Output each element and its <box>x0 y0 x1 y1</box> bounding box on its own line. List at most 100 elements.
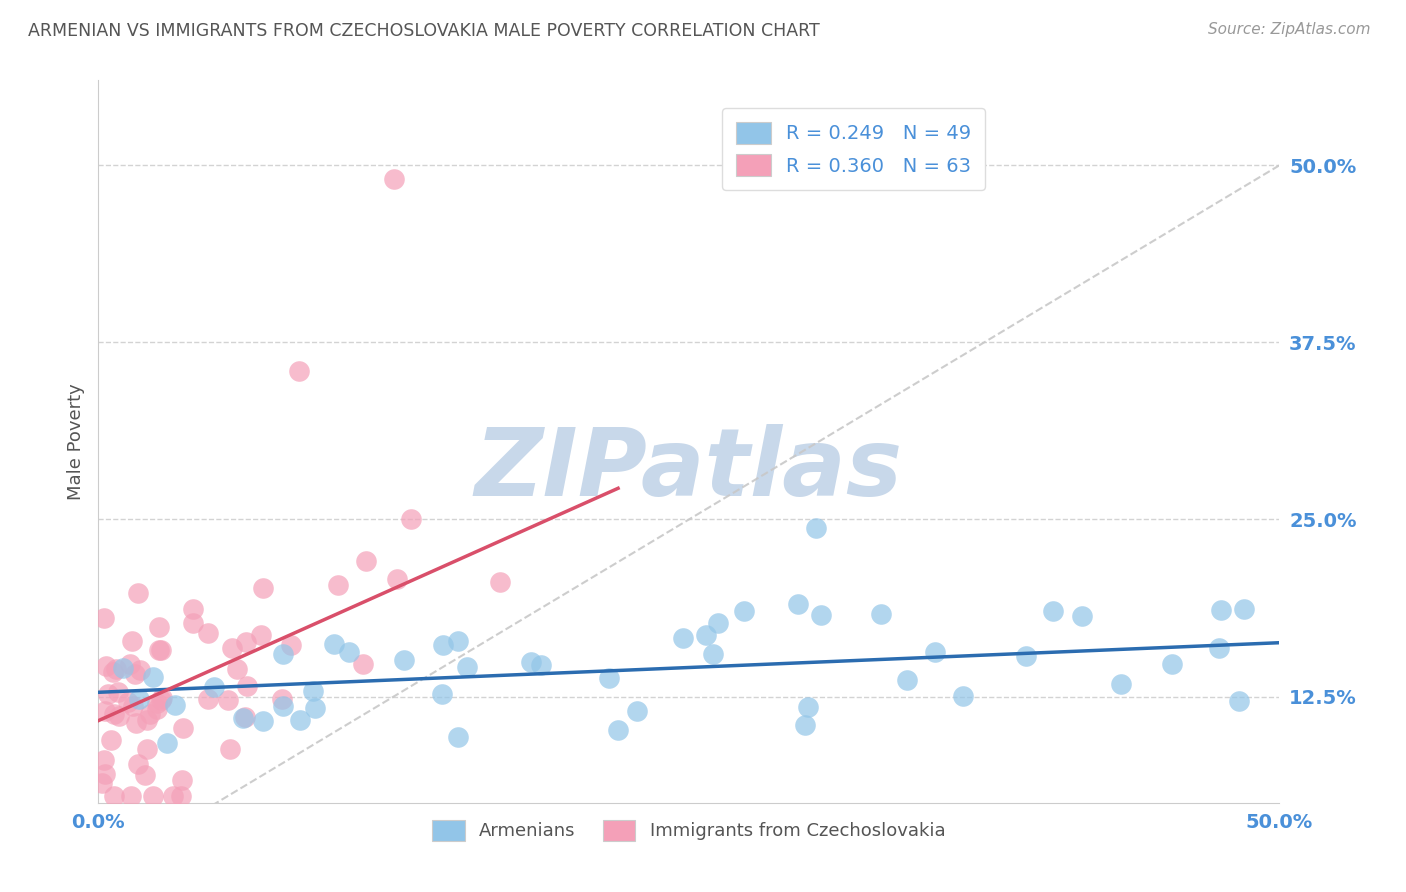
Point <box>304 701 326 715</box>
Point <box>94 659 117 673</box>
Point <box>456 659 478 673</box>
Point <box>181 602 204 616</box>
Point <box>172 721 194 735</box>
Point <box>146 696 169 710</box>
Point <box>134 768 156 782</box>
Point <box>232 710 254 724</box>
Point <box>488 574 510 589</box>
Point <box>626 704 648 718</box>
Point <box>150 692 173 706</box>
Point <box>120 789 142 803</box>
Point <box>432 687 454 701</box>
Point <box>1070 608 1092 623</box>
Point <box>323 637 346 651</box>
Point <box>447 634 470 648</box>
Point <box>97 687 120 701</box>
Point <box>94 704 117 718</box>
Point <box>382 172 405 186</box>
Point <box>271 698 294 713</box>
Text: ARMENIAN VS IMMIGRANTS FROM CZECHOSLOVAKIA MALE POVERTY CORRELATION CHART: ARMENIAN VS IMMIGRANTS FROM CZECHOSLOVAK… <box>28 22 820 40</box>
Point <box>91 776 114 790</box>
Point <box>787 597 810 611</box>
Point <box>252 582 274 596</box>
Point <box>148 620 170 634</box>
Point <box>108 709 131 723</box>
Point <box>139 706 162 721</box>
Point <box>1211 603 1233 617</box>
Point <box>924 645 946 659</box>
Point <box>288 364 311 378</box>
Point <box>810 608 832 623</box>
Point <box>236 679 259 693</box>
Point <box>104 662 127 676</box>
Point <box>170 789 193 803</box>
Point <box>148 642 170 657</box>
Point <box>1161 657 1184 672</box>
Point <box>142 669 165 683</box>
Point <box>271 691 294 706</box>
Point <box>197 626 219 640</box>
Point <box>952 689 974 703</box>
Point <box>124 667 146 681</box>
Point <box>226 662 249 676</box>
Point <box>221 640 243 655</box>
Point <box>354 554 377 568</box>
Point <box>1042 604 1064 618</box>
Point <box>392 652 415 666</box>
Point <box>1227 694 1250 708</box>
Point <box>280 638 302 652</box>
Point <box>707 615 730 630</box>
Point <box>271 647 294 661</box>
Y-axis label: Male Poverty: Male Poverty <box>66 384 84 500</box>
Point <box>181 616 204 631</box>
Point <box>702 647 724 661</box>
Point <box>794 718 817 732</box>
Point <box>156 736 179 750</box>
Point <box>607 723 630 737</box>
Point <box>152 690 174 705</box>
Point <box>135 713 157 727</box>
Point <box>117 695 139 709</box>
Point <box>302 684 325 698</box>
Point <box>136 742 159 756</box>
Point <box>1208 640 1230 655</box>
Text: ZIPatlas: ZIPatlas <box>475 425 903 516</box>
Point <box>337 645 360 659</box>
Point <box>1111 677 1133 691</box>
Point <box>145 701 167 715</box>
Point <box>870 607 893 621</box>
Text: Source: ZipAtlas.com: Source: ZipAtlas.com <box>1208 22 1371 37</box>
Point <box>103 789 125 803</box>
Point <box>1015 649 1038 664</box>
Point <box>252 714 274 728</box>
Point <box>142 789 165 803</box>
Point <box>101 665 124 680</box>
Point <box>93 753 115 767</box>
Point <box>250 628 273 642</box>
Point <box>149 643 172 657</box>
Point <box>598 671 620 685</box>
Point <box>93 767 115 781</box>
Point <box>399 512 422 526</box>
Point <box>233 710 256 724</box>
Point <box>129 663 152 677</box>
Point <box>122 698 145 713</box>
Point <box>219 742 242 756</box>
Point <box>235 635 257 649</box>
Point <box>111 661 134 675</box>
Point <box>797 700 820 714</box>
Point <box>352 657 374 672</box>
Point <box>162 789 184 803</box>
Point <box>672 632 695 646</box>
Point <box>288 714 311 728</box>
Point <box>217 693 239 707</box>
Legend: Armenians, Immigrants from Czechoslovakia: Armenians, Immigrants from Czechoslovaki… <box>425 813 953 848</box>
Point <box>202 680 225 694</box>
Point <box>100 733 122 747</box>
Point <box>385 572 408 586</box>
Point <box>733 604 755 618</box>
Point <box>447 730 470 744</box>
Point <box>107 685 129 699</box>
Point <box>432 638 454 652</box>
Point <box>165 698 187 712</box>
